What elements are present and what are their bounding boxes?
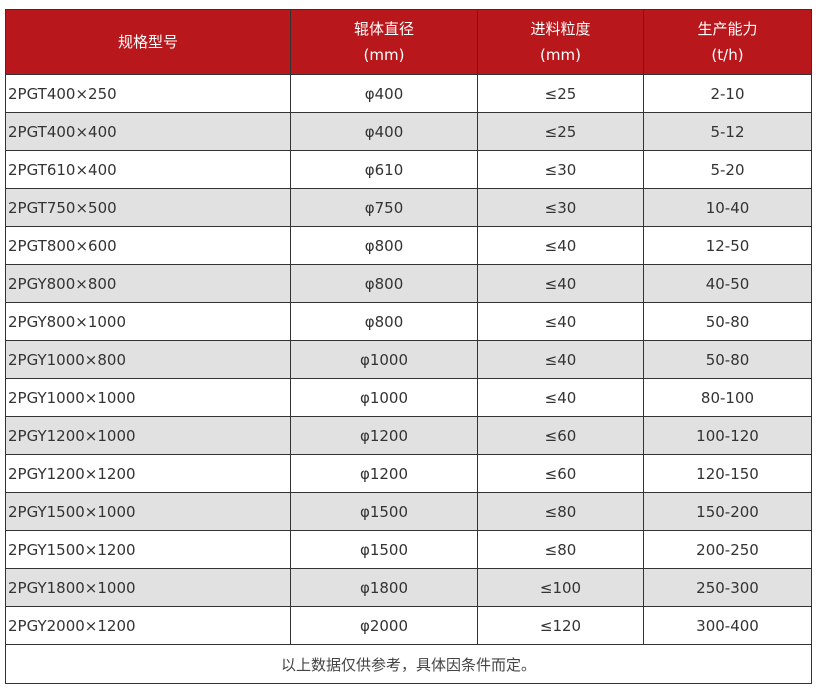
cell-model: 2PGY1000×800 <box>5 340 291 379</box>
table-row: 2PGT400×400 φ400 ≤25 5-12 <box>5 112 812 151</box>
cell-feed-size: ≤40 <box>477 226 644 265</box>
cell-model: 2PGT400×250 <box>5 74 291 113</box>
cell-feed-size: ≤60 <box>477 454 644 493</box>
cell-feed-size: ≤25 <box>477 112 644 151</box>
cell-model: 2PGY2000×1200 <box>5 606 291 645</box>
cell-roll-diameter: φ1500 <box>290 492 478 531</box>
cell-model: 2PGY1200×1200 <box>5 454 291 493</box>
cell-roll-diameter: φ1500 <box>290 530 478 569</box>
cell-roll-diameter: φ1800 <box>290 568 478 607</box>
header-row: 规格型号 辊体直径 (mm) 进料粒度 (mm) 生产能力 (t/h) <box>5 9 812 75</box>
footer-note: 以上数据仅供参考，具体因条件而定。 <box>5 644 812 684</box>
spec-table: 规格型号 辊体直径 (mm) 进料粒度 (mm) 生产能力 (t/h) 2PGT400… <box>5 9 812 684</box>
cell-model: 2PGY1500×1200 <box>5 530 291 569</box>
table-row: 2PGY800×1000 φ800 ≤40 50-80 <box>5 302 812 341</box>
cell-roll-diameter: φ1000 <box>290 340 478 379</box>
cell-feed-size: ≤80 <box>477 530 644 569</box>
cell-capacity: 2-10 <box>643 74 812 113</box>
cell-capacity: 100-120 <box>643 416 812 455</box>
header-capacity: 生产能力 (t/h) <box>643 9 812 75</box>
cell-feed-size: ≤25 <box>477 74 644 113</box>
cell-capacity: 5-20 <box>643 150 812 189</box>
cell-feed-size: ≤40 <box>477 340 644 379</box>
cell-model: 2PGT610×400 <box>5 150 291 189</box>
header-label: 进料粒度 <box>530 20 591 38</box>
cell-model: 2PGT400×400 <box>5 112 291 151</box>
header-unit: (t/h) <box>711 46 744 64</box>
cell-feed-size: ≤80 <box>477 492 644 531</box>
table-row: 2PGY800×800 φ800 ≤40 40-50 <box>5 264 812 303</box>
cell-roll-diameter: φ800 <box>290 302 478 341</box>
cell-feed-size: ≤30 <box>477 188 644 227</box>
cell-model: 2PGY800×1000 <box>5 302 291 341</box>
cell-capacity: 50-80 <box>643 340 812 379</box>
cell-roll-diameter: φ1200 <box>290 454 478 493</box>
header-label: 生产能力 <box>697 20 758 38</box>
cell-model: 2PGY1200×1000 <box>5 416 291 455</box>
cell-model: 2PGY1000×1000 <box>5 378 291 417</box>
cell-capacity: 150-200 <box>643 492 812 531</box>
cell-feed-size: ≤100 <box>477 568 644 607</box>
header-unit: (mm) <box>363 46 405 64</box>
cell-capacity: 300-400 <box>643 606 812 645</box>
cell-model: 2PGT750×500 <box>5 188 291 227</box>
cell-capacity: 250-300 <box>643 568 812 607</box>
cell-roll-diameter: φ800 <box>290 264 478 303</box>
cell-capacity: 120-150 <box>643 454 812 493</box>
cell-feed-size: ≤30 <box>477 150 644 189</box>
table-row: 2PGY2000×1200 φ2000 ≤120 300-400 <box>5 606 812 645</box>
cell-feed-size: ≤40 <box>477 378 644 417</box>
table-row: 2PGY1000×1000 φ1000 ≤40 80-100 <box>5 378 812 417</box>
cell-feed-size: ≤60 <box>477 416 644 455</box>
header-unit: (mm) <box>540 46 581 64</box>
cell-capacity: 5-12 <box>643 112 812 151</box>
table-row: 2PGT750×500 φ750 ≤30 10-40 <box>5 188 812 227</box>
cell-roll-diameter: φ400 <box>290 74 478 113</box>
table-row: 2PGY1800×1000 φ1800 ≤100 250-300 <box>5 568 812 607</box>
table-row: 2PGT400×250 φ400 ≤25 2-10 <box>5 74 812 113</box>
cell-roll-diameter: φ1200 <box>290 416 478 455</box>
cell-roll-diameter: φ400 <box>290 112 478 151</box>
cell-model: 2PGY1800×1000 <box>5 568 291 607</box>
table-row: 2PGT610×400 φ610 ≤30 5-20 <box>5 150 812 189</box>
cell-capacity: 80-100 <box>643 378 812 417</box>
cell-model: 2PGY1500×1000 <box>5 492 291 531</box>
cell-roll-diameter: φ800 <box>290 226 478 265</box>
cell-roll-diameter: φ750 <box>290 188 478 227</box>
cell-roll-diameter: φ1000 <box>290 378 478 417</box>
cell-feed-size: ≤40 <box>477 264 644 303</box>
table-row: 2PGY1200×1200 φ1200 ≤60 120-150 <box>5 454 812 493</box>
header-model: 规格型号 <box>5 9 291 75</box>
header-label: 辊体直径 <box>353 20 414 38</box>
cell-capacity: 12-50 <box>643 226 812 265</box>
cell-roll-diameter: φ2000 <box>290 606 478 645</box>
table-row: 2PGY1000×800 φ1000 ≤40 50-80 <box>5 340 812 379</box>
cell-model: 2PGT800×600 <box>5 226 291 265</box>
table-row: 2PGT800×600 φ800 ≤40 12-50 <box>5 226 812 265</box>
cell-capacity: 200-250 <box>643 530 812 569</box>
cell-feed-size: ≤120 <box>477 606 644 645</box>
cell-model: 2PGY800×800 <box>5 264 291 303</box>
cell-capacity: 50-80 <box>643 302 812 341</box>
header-roll-diameter: 辊体直径 (mm) <box>290 9 478 75</box>
table-row: 2PGY1200×1000 φ1200 ≤60 100-120 <box>5 416 812 455</box>
cell-capacity: 10-40 <box>643 188 812 227</box>
table-row: 2PGY1500×1200 φ1500 ≤80 200-250 <box>5 530 812 569</box>
cell-feed-size: ≤40 <box>477 302 644 341</box>
cell-capacity: 40-50 <box>643 264 812 303</box>
header-feed-size: 进料粒度 (mm) <box>477 9 644 75</box>
cell-roll-diameter: φ610 <box>290 150 478 189</box>
table-row: 2PGY1500×1000 φ1500 ≤80 150-200 <box>5 492 812 531</box>
